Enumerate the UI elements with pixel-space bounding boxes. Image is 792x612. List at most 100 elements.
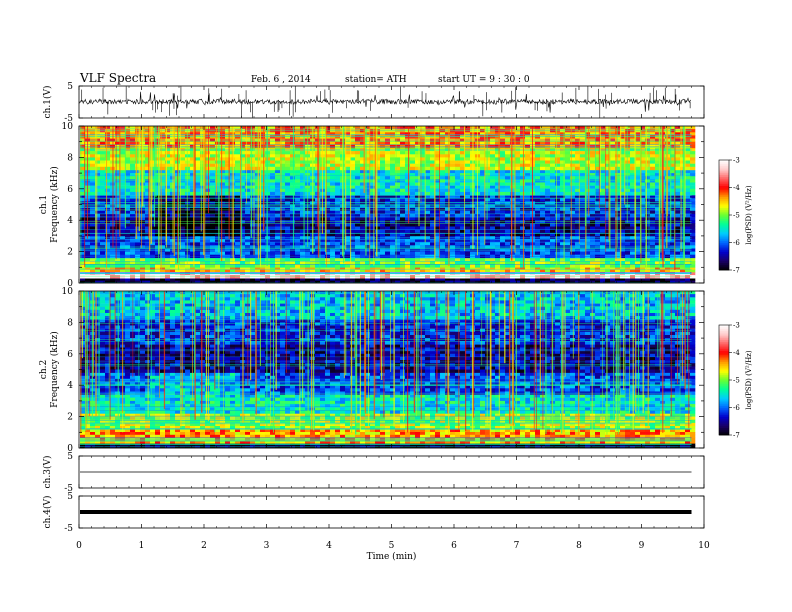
ch1s-cell — [405, 207, 411, 211]
ch1s-cell — [290, 195, 296, 199]
ch1s-cell — [250, 223, 256, 227]
ch1s-cell — [290, 257, 296, 262]
ch1s-cell — [505, 232, 511, 237]
ch1s-cell — [435, 210, 441, 215]
ch1s-cell — [245, 223, 251, 227]
ch1s-cell — [515, 179, 521, 183]
ch1s-cell — [140, 207, 146, 211]
ch1s-cell — [385, 264, 391, 268]
ch1s-cell — [165, 195, 171, 199]
ch1s-cell — [475, 257, 481, 262]
ch1s-cell — [565, 229, 571, 233]
ch1s-cell — [275, 264, 281, 268]
ch1s-cell — [520, 173, 526, 177]
ch1s-cell — [630, 176, 636, 180]
ch1s-cell — [85, 261, 91, 265]
ch1s-cell — [365, 191, 371, 196]
ch1s-cell — [360, 185, 366, 190]
ch1s-cell — [280, 248, 286, 252]
ch1s-cell — [620, 176, 626, 180]
ch1s-cell — [630, 280, 636, 284]
ch1s-cell — [130, 223, 136, 227]
ch1s-cell — [400, 151, 406, 155]
ch1s-cell — [240, 251, 246, 255]
ch1s-cell — [290, 220, 296, 224]
ch1s-cell — [435, 195, 441, 199]
ch1s-cell — [235, 248, 241, 252]
ch1s-cell — [580, 239, 586, 243]
ch1s-cell — [230, 170, 236, 174]
ch1s-cell — [620, 264, 626, 268]
ch1s-cell — [625, 280, 631, 284]
ch1s-cell — [670, 278, 676, 281]
ch1s-cell — [420, 191, 426, 196]
ch1s-cell — [660, 278, 666, 281]
ch1s-cell — [515, 269, 521, 273]
ch1s-cell — [500, 251, 506, 255]
ch1s-cell — [565, 280, 571, 284]
ch1s-cell — [245, 248, 251, 252]
ch1s-cell — [260, 242, 266, 246]
ch1s-cell — [525, 191, 531, 196]
ch1s-cell — [220, 176, 226, 180]
ch1s-cell — [370, 280, 376, 284]
ch1s-cell — [690, 179, 696, 183]
ch1s-cell — [430, 223, 436, 227]
ch1s-cell — [480, 280, 486, 284]
ch1s-cell — [215, 226, 221, 230]
ch1s-cell — [345, 226, 351, 230]
ch1s-cell — [245, 229, 251, 233]
ch1s-cell — [180, 280, 186, 284]
ch1s-cell — [585, 239, 591, 243]
ch1s-cell — [210, 191, 216, 196]
ch1s-cell — [640, 170, 646, 174]
ch1s-cell — [145, 173, 151, 177]
ch1s-cell — [160, 232, 166, 237]
ch1s-cell — [255, 173, 261, 177]
ch1s-cell — [100, 223, 106, 227]
ch1s-cell — [160, 213, 166, 218]
ch1s-cell — [570, 210, 576, 215]
ch1s-cell — [85, 242, 91, 246]
ch1s-cell — [510, 179, 516, 183]
ch1s-cell — [580, 154, 586, 158]
ch1s-cell — [555, 173, 561, 177]
ch1s-cell — [350, 191, 356, 196]
ch1s-cell — [365, 188, 371, 193]
ch1s-cell — [290, 191, 296, 196]
ch1s-cell — [630, 220, 636, 224]
ch1s-cell — [455, 261, 461, 265]
ch1s-cell — [600, 248, 606, 252]
ch1s-cell — [270, 220, 276, 224]
ch1s-cell — [620, 257, 626, 262]
ch1s-cell — [290, 275, 296, 279]
ch1s-cell — [85, 239, 91, 243]
ch1s-cell — [105, 217, 111, 221]
ch1s-cell — [585, 267, 591, 270]
ch1s-cell — [345, 207, 351, 211]
ch1s-cell — [300, 275, 306, 279]
ch1s-cell — [425, 154, 431, 158]
ch1s-cell — [535, 264, 541, 268]
ch1s-cell — [685, 204, 691, 208]
ch1s-cell — [595, 251, 601, 255]
ch1s-cell — [265, 275, 271, 279]
ch1s-cell — [370, 251, 376, 255]
ch1s-cell — [240, 204, 246, 208]
ch1s-cell — [655, 264, 661, 268]
ch1s-cell — [580, 226, 586, 230]
ch1s-cell — [250, 213, 256, 218]
ch1s-cell — [480, 220, 486, 224]
ch1s-cell — [235, 275, 241, 279]
ch1s-cell — [470, 269, 476, 273]
ch1s-cell — [460, 154, 466, 158]
ch1s-cell — [340, 261, 346, 265]
ch1s-cell — [100, 213, 106, 218]
ch1s-cell — [390, 191, 396, 196]
ch1s-cell — [360, 220, 366, 224]
ch1s-cell — [565, 223, 571, 227]
ch1s-cell — [305, 264, 311, 268]
ch1s-cell — [600, 154, 606, 158]
ch1s-cell — [230, 275, 236, 279]
ch1s-cell — [500, 151, 506, 155]
